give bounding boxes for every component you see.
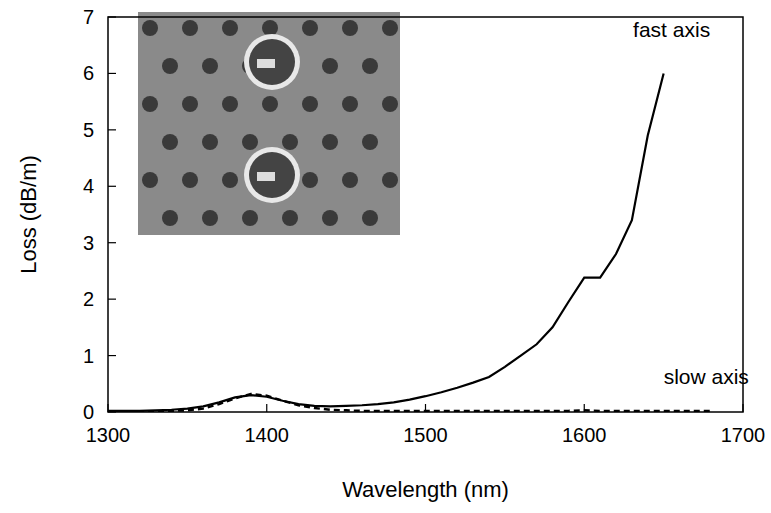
plot-frame [108, 17, 743, 412]
inset-hole [242, 134, 258, 150]
x-tick-label: 1600 [562, 424, 607, 446]
inset-hole [162, 210, 178, 226]
inset-hole [202, 58, 218, 74]
inset-hole [162, 134, 178, 150]
inset-hole [222, 172, 238, 188]
inset-hole [362, 58, 378, 74]
y-tick-label: 2 [83, 288, 94, 310]
inset-hole [342, 20, 358, 36]
x-tick-label: 1700 [721, 424, 766, 446]
inset-hole [222, 96, 238, 112]
inset-hole [362, 134, 378, 150]
y-tick [108, 355, 116, 356]
inset-hole [182, 96, 198, 112]
inset-core [244, 34, 300, 90]
inset-hole [202, 210, 218, 226]
inset-hole [342, 172, 358, 188]
series-label: slow axis [664, 365, 749, 388]
inset-hole [182, 172, 198, 188]
inset-hole [262, 96, 278, 112]
x-tick-label: 1300 [86, 424, 131, 446]
series-line [108, 73, 664, 410]
plot-lines [108, 73, 711, 412]
y-tick [108, 16, 116, 17]
inset-hole [142, 172, 158, 188]
y-tick-label: 7 [83, 6, 94, 28]
inset-hole [322, 134, 338, 150]
x-tick [742, 404, 743, 412]
inset-core-detail [257, 59, 275, 68]
inset-hole [282, 210, 298, 226]
inset-hole [302, 20, 318, 36]
inset-hole [202, 134, 218, 150]
y-tick [108, 242, 116, 243]
inset-hole [262, 20, 278, 36]
y-tick-label: 3 [83, 232, 94, 254]
inset-core-detail [257, 172, 275, 181]
x-tick-label: 1500 [403, 424, 448, 446]
inset-hole [302, 96, 318, 112]
chart: 1300 1400 1500 1600 1700 0 1 2 3 4 5 6 7 Wavelength (… [0, 0, 771, 513]
series-line [108, 394, 711, 412]
x-tick-label: 1400 [245, 424, 290, 446]
series-label: fast axis [633, 18, 710, 41]
inset-hole [382, 96, 398, 112]
y-tick-label: 0 [83, 401, 94, 423]
inset-image [138, 12, 400, 235]
inset-hole [142, 20, 158, 36]
y-tick [108, 73, 116, 74]
inset-hole [382, 20, 398, 36]
y-axis-title: Loss (dB/m) [16, 155, 41, 274]
inset-core-inner [249, 152, 295, 198]
inset-hole [362, 210, 378, 226]
y-tick-label: 6 [83, 62, 94, 84]
y-tick [108, 299, 116, 300]
inset-hole [182, 20, 198, 36]
inset-bg [138, 12, 400, 235]
inset-hole [322, 210, 338, 226]
x-tick [266, 404, 267, 412]
inset-hole [382, 172, 398, 188]
inset-hole [162, 58, 178, 74]
inset-hole [142, 96, 158, 112]
inset-hole [282, 134, 298, 150]
inset-hole [322, 58, 338, 74]
y-tick-label: 4 [83, 175, 94, 197]
x-axis-title: Wavelength (nm) [342, 477, 509, 502]
y-tick [108, 186, 116, 187]
y-tick-label: 5 [83, 119, 94, 141]
y-tick [108, 129, 116, 130]
inset-hole [302, 172, 318, 188]
inset-hole [342, 96, 358, 112]
inset-hole [242, 210, 258, 226]
inset-core [244, 147, 300, 203]
y-tick-label: 1 [83, 345, 94, 367]
inset-hole [222, 20, 238, 36]
inset-core-inner [249, 39, 295, 85]
